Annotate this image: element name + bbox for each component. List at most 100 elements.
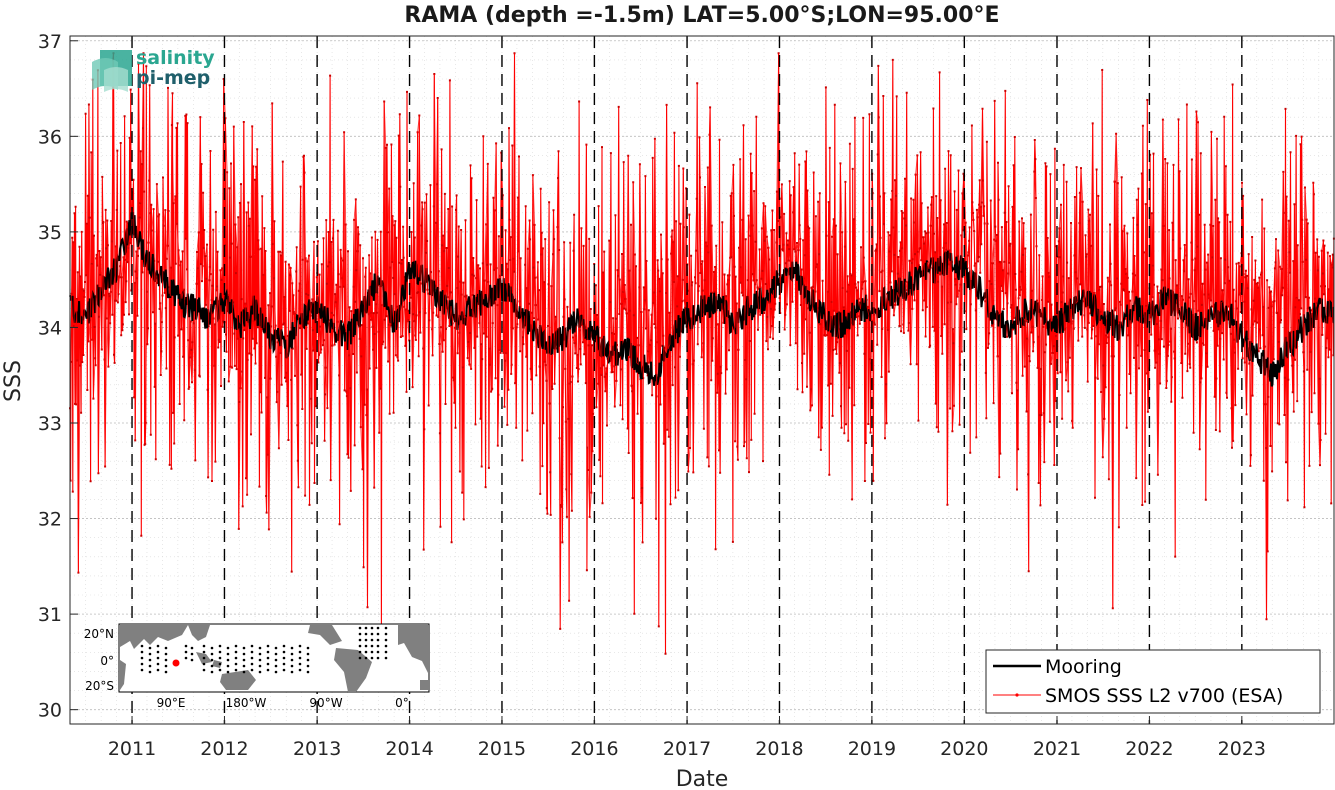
inset-mooring-dot: [148, 664, 152, 668]
inset-mooring-dot: [184, 656, 188, 660]
inset-mooring-dot: [298, 656, 302, 660]
inset-mooring-dot: [242, 652, 246, 656]
inset-ytick-20n: 20°N: [84, 627, 114, 641]
inset-mooring-dot: [190, 652, 194, 656]
inset-map: 20°N 0° 20°S 90°E 180°W 90°W 0°: [84, 623, 430, 710]
inset-mooring-dot: [384, 638, 388, 642]
inset-mooring-dot: [290, 664, 294, 668]
inset-mooring-dot: [156, 656, 160, 660]
smos-overlay-line: [69, 53, 1334, 620]
inset-mooring-dot: [226, 664, 230, 668]
legend: Mooring SMOS SSS L2 v700 (ESA): [985, 649, 1321, 714]
legend-box: [985, 649, 1321, 714]
x-tick-label: 2015: [478, 738, 526, 760]
inset-mooring-dot: [164, 646, 168, 650]
inset-mooring-dot: [370, 638, 374, 642]
inset-mooring-dot: [298, 662, 302, 666]
inset-mooring-dot: [202, 650, 206, 654]
y-axis-label: SSS: [1, 360, 26, 402]
inset-mooring-dot: [358, 626, 362, 630]
inset-xtick-180w: 180°W: [226, 696, 267, 710]
inset-mooring-dot: [370, 632, 374, 636]
inset-mooring-dot: [274, 658, 278, 662]
inset-mooring-dot: [364, 650, 368, 654]
y-tick-label: 33: [38, 413, 62, 435]
inset-mooring-dot: [234, 662, 238, 666]
inset-mooring-dot: [258, 658, 262, 662]
inset-mooring-dot: [164, 670, 168, 674]
inset-mooring-dot: [140, 662, 144, 666]
inset-mooring-dot: [358, 656, 362, 660]
y-tick-label: 35: [38, 222, 62, 244]
inset-xtick-0: 0°: [395, 696, 409, 710]
inset-xtick-90e: 90°E: [157, 696, 186, 710]
inset-mooring-dot: [156, 668, 160, 672]
inset-mooring-dot: [266, 668, 270, 672]
inset-mooring-dot: [210, 664, 214, 668]
x-tick-label: 2014: [385, 738, 433, 760]
inset-mooring-dot: [156, 644, 160, 648]
x-tick-label: 2011: [108, 738, 156, 760]
year-boundary-lines: [131, 36, 1243, 724]
inset-mooring-dot: [306, 658, 310, 662]
inset-mooring-dot: [226, 652, 230, 656]
inset-mooring-dot: [210, 658, 214, 662]
inset-mooring-dot: [384, 626, 388, 630]
inset-mooring-dot: [364, 644, 368, 648]
x-tick-label: 2017: [663, 738, 711, 760]
inset-mooring-dot: [210, 652, 214, 656]
inset-mooring-dot: [306, 670, 310, 674]
x-tick-label: 2023: [1218, 738, 1266, 760]
inset-mooring-dot: [140, 668, 144, 672]
inset-mooring-dot: [266, 656, 270, 660]
x-tick-label: 2019: [848, 738, 896, 760]
inset-mooring-dot: [202, 656, 206, 660]
y-axis-ticks: 30 31 32 33 34 35 36 37: [38, 31, 78, 722]
inset-map-mooring-dots: [140, 626, 388, 674]
inset-mooring-dot: [306, 664, 310, 668]
inset-mooring-dot: [140, 650, 144, 654]
inset-mooring-dot: [290, 652, 294, 656]
inset-map-y-ticks: 20°N 0° 20°S: [84, 627, 114, 693]
inset-mooring-dot: [370, 656, 374, 660]
inset-mooring-dot: [250, 644, 254, 648]
inset-mooring-dot: [164, 652, 168, 656]
x-tick-label: 2021: [1033, 738, 1081, 760]
inset-mooring-dot: [218, 656, 222, 660]
x-axis-label: Date: [676, 767, 729, 790]
x-tick-label: 2013: [293, 738, 341, 760]
inset-mooring-dot: [202, 662, 206, 666]
inset-mooring-dot: [148, 658, 152, 662]
inset-mooring-dot: [250, 662, 254, 666]
plot-border: [69, 35, 1335, 725]
inset-mooring-dot: [376, 656, 380, 660]
inset-mooring-dot: [384, 650, 388, 654]
inset-mooring-dot: [218, 644, 222, 648]
inset-mooring-dot: [258, 646, 262, 650]
series-mooring: [69, 53, 1335, 620]
inset-mooring-dot: [306, 646, 310, 650]
inset-mooring-dot: [148, 670, 152, 674]
plot-area: [69, 35, 1335, 725]
inset-mooring-dot: [358, 644, 362, 648]
inset-mooring-dot: [376, 632, 380, 636]
inset-mooring-dot: [258, 664, 262, 668]
y-tick-label: 30: [38, 700, 62, 722]
inset-mooring-dot: [358, 650, 362, 654]
inset-mooring-dot: [282, 656, 286, 660]
legend-label-smos: SMOS SSS L2 v700 (ESA): [1045, 685, 1283, 707]
salinity-pi-mep-logo: salinity pi-mep: [92, 47, 215, 92]
inset-mooring-dot: [242, 646, 246, 650]
inset-mooring-dot: [148, 652, 152, 656]
legend-label-mooring: Mooring: [1045, 656, 1122, 678]
inset-xtick-90w: 90°W: [309, 696, 342, 710]
inset-mooring-dot: [234, 650, 238, 654]
y-tick-label: 37: [38, 31, 62, 53]
inset-mooring-dot: [376, 644, 380, 648]
legend-marker-smos: [1015, 693, 1019, 697]
inset-mooring-dot: [202, 668, 206, 672]
inset-mooring-dot: [370, 644, 374, 648]
inset-mooring-dot: [376, 626, 380, 630]
inset-mooring-dot: [164, 658, 168, 662]
inset-mooring-dot: [274, 664, 278, 668]
